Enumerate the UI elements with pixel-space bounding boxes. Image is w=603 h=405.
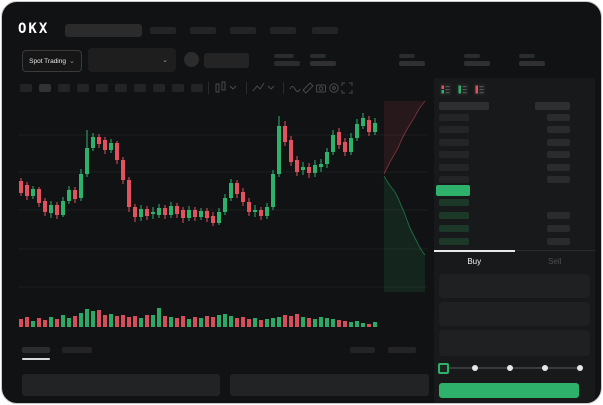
stat-value — [399, 61, 425, 66]
screenshot-icon[interactable] — [315, 82, 327, 94]
timeframe-button[interactable] — [39, 84, 51, 92]
timeframe-button[interactable] — [96, 84, 108, 92]
chart-bottom-tab[interactable] — [62, 347, 92, 353]
indicators-icon[interactable] — [252, 81, 276, 95]
toolbar-divider — [208, 82, 209, 94]
bottom-panel-right[interactable] — [230, 374, 429, 396]
price-input[interactable] — [439, 274, 590, 298]
okx-logo: OKX — [18, 21, 50, 37]
chevron-down-icon: ⌄ — [68, 57, 75, 65]
book-view-asks-icon[interactable] — [473, 83, 486, 96]
active-tab-underline — [22, 358, 50, 360]
timeframe-button[interactable] — [172, 84, 184, 92]
stat-label — [310, 54, 326, 58]
toolbar-divider — [283, 82, 284, 94]
timeframe-button[interactable] — [58, 84, 70, 92]
stat-group — [464, 54, 490, 66]
stat-label — [399, 54, 415, 58]
ask-amount — [547, 176, 570, 183]
ask-amount — [547, 151, 570, 159]
line-type-icon[interactable] — [289, 82, 301, 94]
nav-item[interactable] — [230, 27, 256, 34]
buy-button[interactable] — [439, 383, 579, 398]
settings-icon[interactable] — [328, 82, 340, 94]
slider-handle[interactable] — [438, 363, 449, 374]
amount-slider[interactable] — [438, 363, 583, 374]
stat-group — [399, 54, 425, 66]
chevron-down-icon: ⌄ — [162, 56, 168, 64]
ask-price[interactable] — [439, 176, 469, 183]
stat-value — [464, 61, 490, 66]
timeframe-button[interactable] — [153, 84, 165, 92]
nav-item[interactable] — [190, 27, 216, 34]
ask-amount — [547, 126, 570, 134]
nav-item[interactable] — [312, 27, 338, 34]
price-subline — [274, 61, 300, 66]
slider-stop[interactable] — [577, 365, 583, 371]
slider-stop[interactable] — [542, 365, 548, 371]
order-side-tabs: Buy Sell — [434, 250, 595, 269]
ask-amount — [547, 163, 570, 171]
ask-price[interactable] — [439, 151, 469, 159]
drawing-tool-icon[interactable] — [302, 82, 314, 94]
book-header-price-col — [439, 102, 489, 110]
search-input[interactable] — [65, 24, 142, 37]
stat-group — [519, 54, 545, 66]
stat-label — [464, 54, 480, 58]
chart-bottom-tab-active[interactable] — [22, 347, 50, 353]
candle-style-icon[interactable] — [214, 81, 238, 95]
timeframe-button[interactable] — [115, 84, 127, 92]
nav-item[interactable] — [150, 27, 176, 34]
ask-price[interactable] — [439, 163, 469, 171]
coin-avatar — [184, 52, 199, 67]
bid-price[interactable] — [439, 212, 469, 219]
order-book-panel: Buy Sell — [434, 78, 595, 403]
book-view-both-icon[interactable] — [439, 83, 452, 96]
fullscreen-icon[interactable] — [341, 82, 353, 94]
ask-amount — [547, 138, 570, 146]
amount-input[interactable] — [439, 302, 590, 326]
pair-name-placeholder[interactable] — [204, 53, 249, 68]
timeframe-button[interactable] — [77, 84, 89, 92]
price-line — [274, 54, 294, 58]
nav-item[interactable] — [270, 27, 296, 34]
bid-price[interactable] — [439, 225, 469, 232]
bid-price[interactable] — [439, 238, 469, 245]
toolbar-divider — [246, 82, 247, 94]
chart-bottom-action[interactable] — [350, 347, 375, 353]
bid-amount — [547, 238, 570, 245]
bid-amount — [547, 225, 570, 232]
ask-amount — [547, 114, 570, 121]
timeframe-button[interactable] — [20, 84, 32, 92]
slider-stop[interactable] — [472, 365, 478, 371]
ask-price[interactable] — [439, 114, 469, 121]
ask-price[interactable] — [439, 138, 469, 146]
ask-price[interactable] — [439, 126, 469, 134]
market-type-selector[interactable]: Spot Trading ⌄ — [22, 50, 82, 72]
sell-tab[interactable]: Sell — [548, 257, 562, 266]
last-price-pill[interactable] — [436, 185, 470, 196]
bid-price[interactable] — [439, 199, 469, 206]
timeframe-button[interactable] — [191, 84, 203, 92]
last-price-block — [274, 54, 300, 66]
pair-dropdown[interactable]: ⌄ — [88, 48, 176, 72]
stat-value — [519, 61, 545, 66]
book-view-bids-icon[interactable] — [456, 83, 469, 96]
timeframe-button[interactable] — [134, 84, 146, 92]
chart-bottom-action[interactable] — [388, 347, 416, 353]
stat-value — [310, 61, 336, 66]
stat-group — [310, 54, 336, 66]
book-view-toggles — [439, 83, 486, 96]
candlestick-chart[interactable] — [16, 98, 430, 338]
stat-label — [519, 54, 535, 58]
bid-amount — [547, 212, 570, 219]
market-type-label: Spot Trading — [29, 57, 66, 65]
buy-tab[interactable]: Buy — [434, 250, 515, 269]
slider-stop[interactable] — [507, 365, 513, 371]
bottom-panel-left[interactable] — [22, 374, 220, 396]
total-input[interactable] — [439, 330, 590, 356]
book-header-amount-col — [535, 102, 570, 110]
